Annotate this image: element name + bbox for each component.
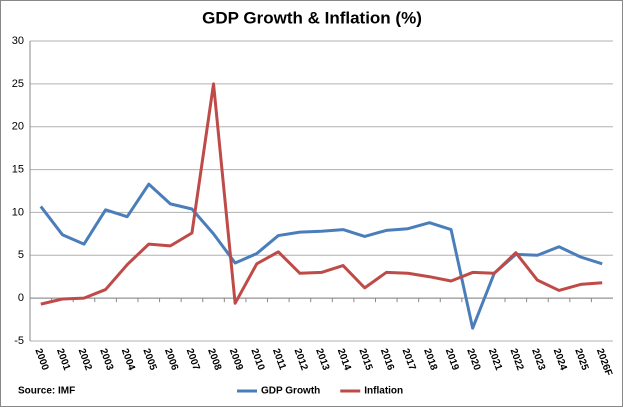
y-tick-label: 20 [12,121,24,133]
chart-title: GDP Growth & Inflation (%) [202,8,422,27]
y-tick-label: 0 [18,292,24,304]
legend-label: Inflation [364,386,403,397]
y-tick-label: 10 [12,206,24,218]
y-tick-label: 25 [12,78,24,90]
series-line [40,82,603,306]
legend-label: GDP Growth [261,386,320,397]
y-tick-label: -5 [14,335,24,347]
y-tick-label: 5 [18,249,24,261]
y-tick-label: 30 [12,35,24,47]
source-note: Source: IMF [18,386,75,397]
y-tick-label: 15 [12,163,24,175]
